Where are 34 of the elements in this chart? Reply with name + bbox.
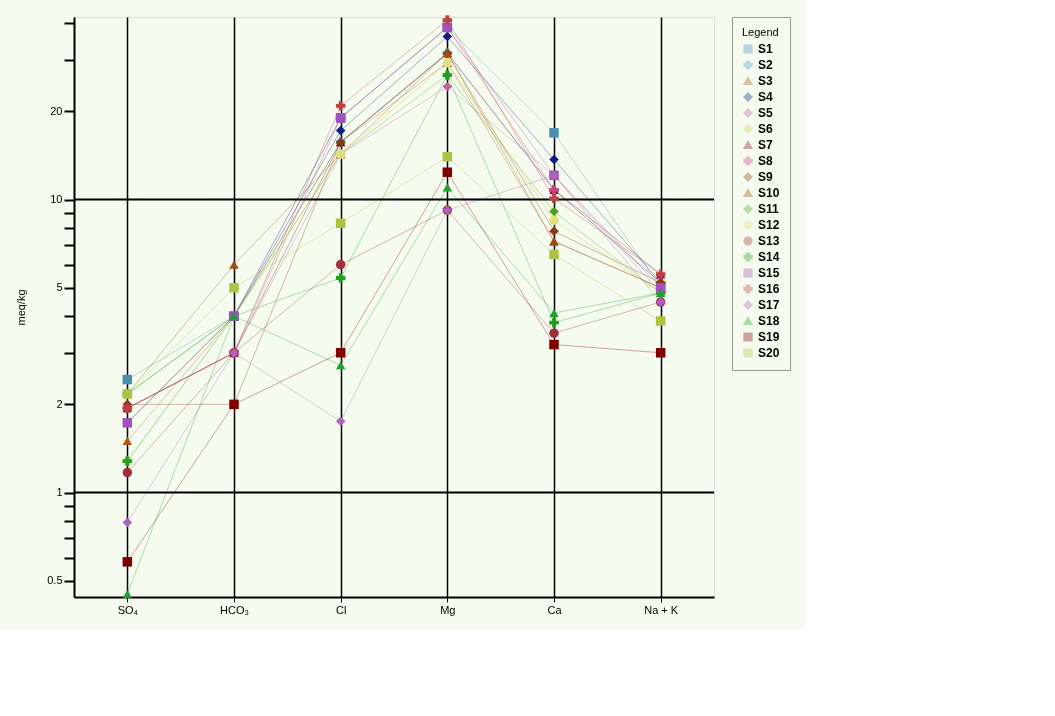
legend-label: S15 bbox=[758, 266, 780, 280]
y-tick-label: 20 bbox=[50, 104, 63, 117]
legend-label: S16 bbox=[758, 282, 780, 296]
y-tick-label: 2 bbox=[56, 397, 63, 410]
legend-title: Legend bbox=[742, 26, 779, 38]
x-tick-label: Na + K bbox=[644, 603, 679, 616]
legend-label: S12 bbox=[758, 218, 780, 232]
y-tick-label: 10 bbox=[50, 193, 63, 206]
legend-label: S5 bbox=[758, 106, 773, 120]
y-axis-title: meq/kg bbox=[15, 289, 28, 326]
y-tick-label: 5 bbox=[56, 281, 63, 294]
legend-label: S4 bbox=[758, 90, 773, 104]
legend-label: S6 bbox=[758, 122, 773, 136]
legend-label: S2 bbox=[758, 58, 773, 72]
legend-label: S1 bbox=[758, 42, 773, 56]
legend-label: S10 bbox=[758, 186, 780, 200]
x-tick-label: Ca bbox=[547, 603, 563, 616]
legend-label: S8 bbox=[758, 154, 773, 168]
legend-label: S11 bbox=[758, 202, 780, 216]
legend-label: S9 bbox=[758, 170, 773, 184]
x-tick-label: Cl bbox=[335, 603, 347, 616]
legend-label: S7 bbox=[758, 138, 773, 152]
legend-label: S18 bbox=[758, 314, 780, 328]
x-tick-label: HCO₃ bbox=[220, 603, 249, 616]
x-tick-label: Mg bbox=[440, 603, 456, 616]
legend-label: S20 bbox=[758, 346, 780, 360]
legend-label: S13 bbox=[758, 234, 780, 248]
legend-label: S17 bbox=[758, 298, 780, 312]
legend-label: S19 bbox=[758, 330, 780, 344]
y-tick-label: 1 bbox=[56, 486, 63, 499]
x-tick-label: SO₄ bbox=[117, 603, 139, 616]
legend-label: S14 bbox=[758, 250, 780, 264]
legend-label: S3 bbox=[758, 74, 773, 88]
y-tick-label: 0.5 bbox=[47, 574, 63, 587]
